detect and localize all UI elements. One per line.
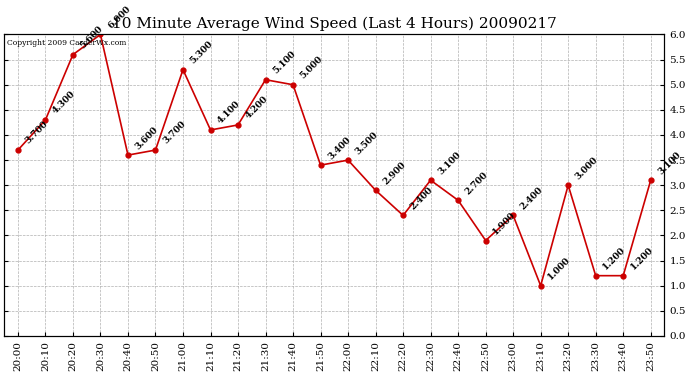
Text: 5.100: 5.100 bbox=[271, 49, 297, 75]
Text: 1.200: 1.200 bbox=[601, 245, 627, 272]
Text: 4.200: 4.200 bbox=[244, 94, 270, 121]
Text: 3.500: 3.500 bbox=[354, 130, 380, 156]
Text: 3.100: 3.100 bbox=[436, 150, 462, 176]
Text: 3.400: 3.400 bbox=[326, 135, 353, 161]
Text: 2.400: 2.400 bbox=[519, 185, 545, 211]
Text: Copyright 2009 CarderWx.com: Copyright 2009 CarderWx.com bbox=[8, 39, 127, 47]
Text: 5.600: 5.600 bbox=[79, 24, 105, 50]
Text: 3.700: 3.700 bbox=[23, 120, 50, 146]
Text: 1.200: 1.200 bbox=[629, 245, 655, 272]
Text: 3.100: 3.100 bbox=[656, 150, 682, 176]
Text: 4.100: 4.100 bbox=[216, 99, 242, 126]
Text: 1.900: 1.900 bbox=[491, 210, 518, 236]
Text: 5.000: 5.000 bbox=[299, 54, 325, 81]
Text: 4.300: 4.300 bbox=[51, 90, 77, 116]
Text: 2.900: 2.900 bbox=[381, 160, 407, 186]
Text: 2.400: 2.400 bbox=[408, 185, 435, 211]
Text: 6.000: 6.000 bbox=[106, 4, 132, 30]
Text: 2.700: 2.700 bbox=[464, 170, 490, 196]
Text: 1.000: 1.000 bbox=[546, 255, 573, 282]
Title: 10 Minute Average Wind Speed (Last 4 Hours) 20090217: 10 Minute Average Wind Speed (Last 4 Hou… bbox=[112, 16, 557, 30]
Text: 3.700: 3.700 bbox=[161, 120, 187, 146]
Text: 3.600: 3.600 bbox=[134, 124, 160, 151]
Text: 5.300: 5.300 bbox=[188, 39, 215, 66]
Text: 3.000: 3.000 bbox=[573, 155, 600, 181]
